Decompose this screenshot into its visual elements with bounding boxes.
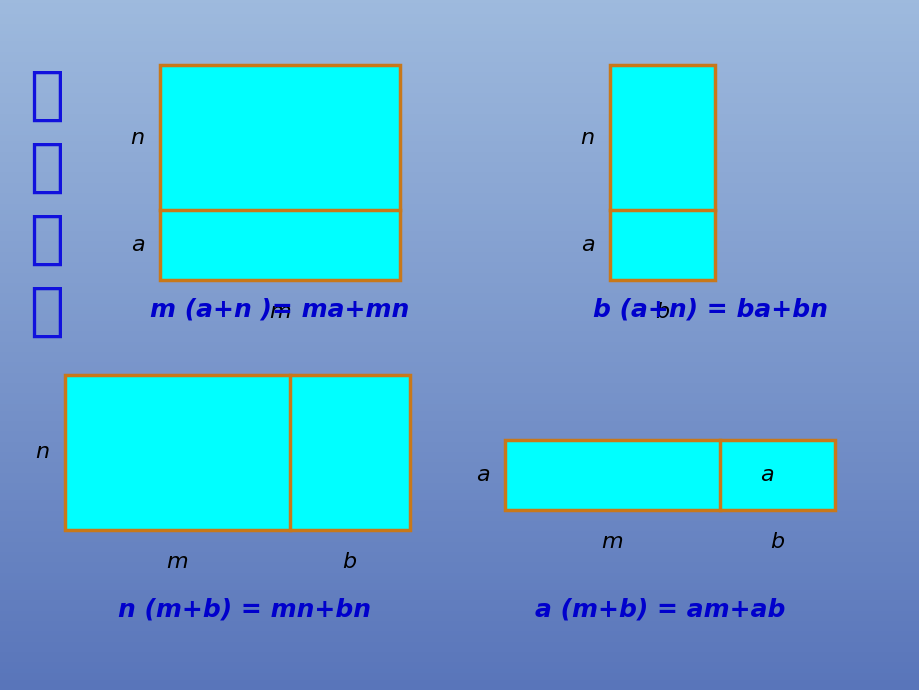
- Text: $b$: $b$: [769, 532, 784, 552]
- Text: 动: 动: [29, 139, 64, 195]
- Text: $m$: $m$: [601, 532, 623, 552]
- Text: $b$: $b$: [654, 302, 669, 322]
- Text: $a$: $a$: [760, 465, 774, 485]
- Bar: [609, 65, 714, 280]
- Text: b (a+n) = ba+bn: b (a+n) = ba+bn: [592, 298, 826, 322]
- Text: $a$: $a$: [580, 235, 595, 255]
- Bar: [505, 440, 834, 510]
- Text: $m$: $m$: [268, 302, 290, 322]
- Text: $a$: $a$: [130, 235, 145, 255]
- Bar: [65, 375, 410, 530]
- Text: $b$: $b$: [342, 552, 357, 572]
- Text: $a$: $a$: [475, 465, 490, 485]
- Text: $m$: $m$: [166, 552, 188, 572]
- Text: $n$: $n$: [130, 128, 145, 148]
- Text: 互: 互: [29, 66, 64, 124]
- Text: a (m+b) = am+ab: a (m+b) = am+ab: [534, 598, 784, 622]
- Text: $n$: $n$: [35, 442, 50, 462]
- Text: n (m+b) = mn+bn: n (m+b) = mn+bn: [119, 598, 371, 622]
- Text: 探: 探: [29, 210, 64, 268]
- Text: m (a+n )= ma+mn: m (a+n )= ma+mn: [150, 298, 409, 322]
- Text: 究: 究: [29, 282, 64, 339]
- Bar: [160, 65, 400, 280]
- Text: $n$: $n$: [580, 128, 595, 148]
